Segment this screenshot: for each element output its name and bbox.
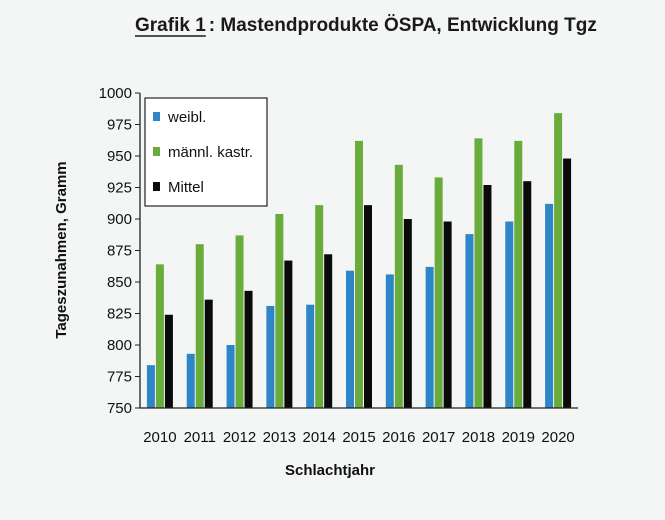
y-tick-label: 775 xyxy=(107,369,132,386)
bar-maennl-kastr-2016 xyxy=(394,164,403,408)
x-tick-label: 2020 xyxy=(541,429,574,446)
bar-mittel-2012 xyxy=(244,290,253,408)
chart-title-prefix: Grafik 1 xyxy=(135,15,206,36)
bar-maennl-kastr-2020 xyxy=(554,113,563,408)
bar-weibl-2018 xyxy=(465,234,474,408)
bar-maennl-kastr-2018 xyxy=(474,138,483,409)
bar-maennl-kastr-2012 xyxy=(235,235,244,408)
y-tick-label: 875 xyxy=(107,243,132,260)
x-tick-label: 2013 xyxy=(263,429,296,446)
bar-mittel-2020 xyxy=(563,158,572,408)
x-tick-label: 2010 xyxy=(143,429,176,446)
bar-weibl-2011 xyxy=(186,353,195,408)
legend-label-weibl: weibl. xyxy=(167,109,206,126)
bar-mittel-2014 xyxy=(324,254,333,408)
y-tick-label: 1000 xyxy=(99,85,132,102)
y-axis-ticks: 750 775 800 825 850 875 900 925 950 975 1000 xyxy=(99,85,140,417)
y-tick-label: 950 xyxy=(107,148,132,165)
x-tick-label: 2012 xyxy=(223,429,256,446)
legend-label-mittel: Mittel xyxy=(168,179,204,196)
bar-maennl-kastr-2017 xyxy=(434,177,443,408)
legend-swatch-mittel xyxy=(153,182,160,191)
legend-label-maennl-kastr: männl. kastr. xyxy=(168,144,253,161)
bar-mittel-2017 xyxy=(443,221,452,408)
bar-mittel-2010 xyxy=(164,314,173,408)
bar-weibl-2013 xyxy=(266,305,275,408)
svg-text:Grafik 1: Mastendprodukte ÖSPA: Grafik 1: Mastendprodukte ÖSPA, Entwickl… xyxy=(135,15,597,36)
legend: weibl. männl. kastr. Mittel xyxy=(144,97,268,207)
x-tick-label: 2017 xyxy=(422,429,455,446)
bar-mittel-2015 xyxy=(364,205,372,408)
x-tick-label: 2015 xyxy=(342,429,375,446)
y-tick-label: 825 xyxy=(107,306,132,323)
chart-title-rest: : Mastendprodukte ÖSPA, Entwicklung Tgz xyxy=(209,15,597,36)
bar-weibl-2012 xyxy=(226,345,235,408)
bar-weibl-2015 xyxy=(346,270,354,408)
y-tick-label: 900 xyxy=(107,211,132,228)
bar-weibl-2017 xyxy=(425,266,434,408)
bar-maennl-kastr-2011 xyxy=(195,244,204,408)
bar-mittel-2013 xyxy=(284,260,293,408)
bar-maennl-kastr-2014 xyxy=(315,205,324,408)
y-tick-label: 800 xyxy=(107,337,132,354)
chart-title: Grafik 1: Mastendprodukte ÖSPA, Entwickl… xyxy=(135,15,597,37)
bar-maennl-kastr-2010 xyxy=(155,264,164,408)
bar-mittel-2018 xyxy=(483,184,492,408)
bar-weibl-2016 xyxy=(385,274,394,408)
bars xyxy=(146,113,572,409)
legend-swatch-maennl-kastr xyxy=(153,147,160,156)
bar-mittel-2011 xyxy=(204,299,213,408)
y-axis-label: Tageszunahmen, Gramm xyxy=(53,161,70,338)
bar-weibl-2019 xyxy=(505,221,514,408)
x-axis-label: Schlachtjahr xyxy=(285,462,375,479)
bar-maennl-kastr-2015 xyxy=(355,140,363,408)
x-axis-ticks: 2010 2011 2012 2013 2014 2015 2016 2017 2018 2019… xyxy=(143,429,575,446)
x-tick-label: 2016 xyxy=(382,429,415,446)
x-tick-label: 2019 xyxy=(502,429,535,446)
bar-weibl-2010 xyxy=(146,365,155,408)
x-tick-label: 2018 xyxy=(462,429,495,446)
x-tick-label: 2011 xyxy=(184,429,216,446)
bar-weibl-2014 xyxy=(306,304,315,408)
y-tick-label: 750 xyxy=(107,400,132,417)
x-tick-label: 2014 xyxy=(302,429,335,446)
bar-weibl-2020 xyxy=(545,203,554,408)
y-tick-label: 925 xyxy=(107,180,132,197)
y-tick-label: 850 xyxy=(107,274,132,291)
bar-maennl-kastr-2013 xyxy=(275,213,284,408)
legend-swatch-weibl xyxy=(153,112,160,121)
bar-mittel-2016 xyxy=(403,219,412,408)
legend-box xyxy=(144,97,268,207)
y-tick-label: 975 xyxy=(107,117,132,134)
bar-mittel-2019 xyxy=(523,181,532,408)
bar-maennl-kastr-2019 xyxy=(514,140,523,408)
